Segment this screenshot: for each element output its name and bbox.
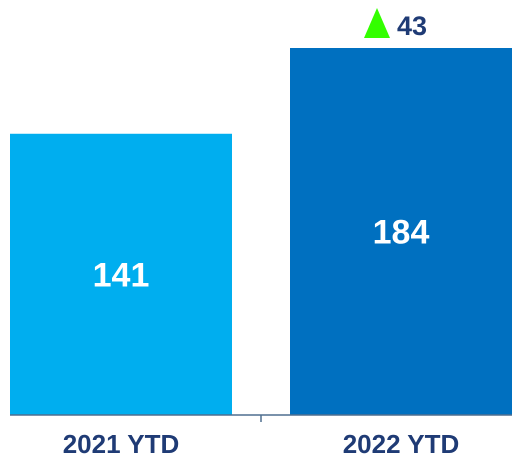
triangle-up-icon <box>364 8 390 38</box>
bars-group <box>10 48 512 416</box>
bar-1 <box>10 133 232 416</box>
bar-2 <box>290 48 512 415</box>
category-labels: 2021 YTD 2022 YTD <box>63 429 460 459</box>
bar-value-label-1: 141 <box>93 256 150 294</box>
delta-value-label: 43 <box>397 11 427 41</box>
bar-value-label-2: 184 <box>373 214 430 252</box>
category-label-2: 2022 YTD <box>343 429 460 459</box>
delta-annotation: 43 <box>364 8 427 41</box>
category-label-1: 2021 YTD <box>63 429 180 459</box>
bar-value-labels: 141 184 <box>93 214 430 295</box>
